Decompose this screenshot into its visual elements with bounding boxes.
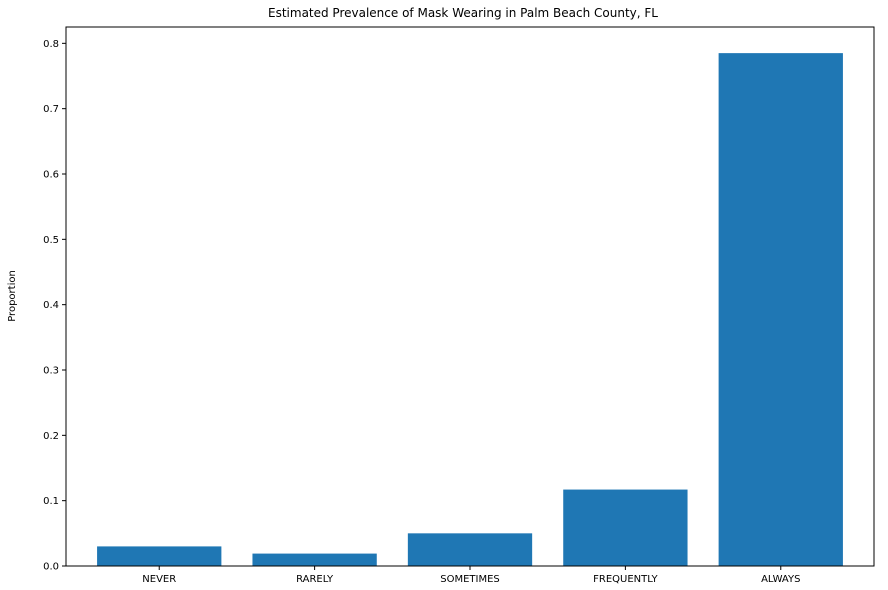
y-tick-label: 0.8 bbox=[43, 39, 59, 50]
bar-rarely bbox=[252, 553, 377, 566]
x-tick-label-rarely: RARELY bbox=[296, 574, 334, 585]
bar-frequently bbox=[563, 489, 688, 566]
y-axis-ticks: 0.0 0.1 0.2 0.3 0.4 0.5 0.6 0.7 0.8 bbox=[43, 39, 66, 573]
bar-always bbox=[718, 53, 843, 566]
y-tick-label: 0.6 bbox=[43, 170, 59, 181]
y-tick-label: 0.2 bbox=[43, 431, 59, 442]
x-axis-ticks: NEVER RARELY SOMETIMES FREQUENTLY ALWAYS bbox=[142, 566, 800, 585]
chart-title: Estimated Prevalence of Mask Wearing in … bbox=[268, 6, 658, 20]
y-tick-label: 0.0 bbox=[43, 562, 59, 573]
x-tick-label-frequently: FREQUENTLY bbox=[593, 574, 658, 585]
y-tick-label: 0.1 bbox=[43, 496, 59, 507]
y-tick-label: 0.4 bbox=[43, 300, 59, 311]
x-tick-label-always: ALWAYS bbox=[761, 574, 800, 585]
y-tick-label: 0.7 bbox=[43, 104, 59, 115]
x-tick-label-never: NEVER bbox=[142, 574, 176, 585]
plot-area-frame bbox=[65, 26, 875, 567]
x-tick-label-sometimes: SOMETIMES bbox=[440, 574, 500, 585]
y-tick-label: 0.5 bbox=[43, 235, 59, 246]
bar-never bbox=[97, 546, 222, 566]
bars-group bbox=[97, 53, 843, 566]
y-axis-label: Proportion bbox=[7, 270, 18, 322]
y-tick-label: 0.3 bbox=[43, 366, 59, 377]
bar-sometimes bbox=[407, 533, 533, 566]
